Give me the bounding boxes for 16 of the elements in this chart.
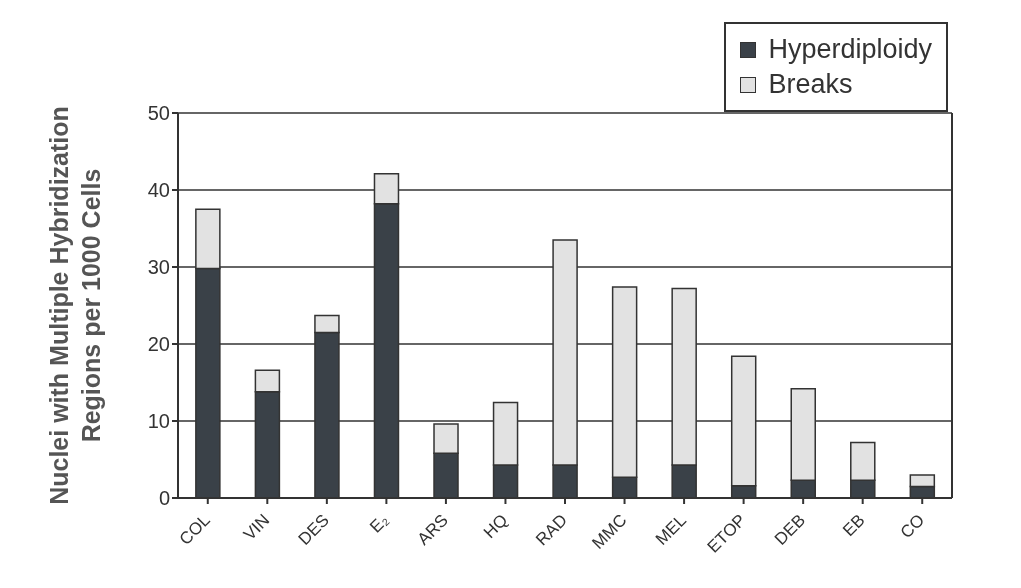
y-tick-label: 40 xyxy=(147,179,170,202)
y-tick-label: 20 xyxy=(147,333,170,356)
legend-label: Breaks xyxy=(768,69,853,100)
x-tick-label: E₂ xyxy=(366,510,393,537)
y-tick-label: 0 xyxy=(158,487,170,510)
y-tick-label: 50 xyxy=(147,102,170,125)
y-axis-title: Nuclei with Multiple Hybridization Regions per 1000 Cells xyxy=(45,106,105,505)
x-tick-label: COL xyxy=(175,510,214,549)
x-tick-label: MEL xyxy=(651,510,691,549)
x-tick-label: EB xyxy=(839,510,869,541)
x-tick-label: HQ xyxy=(479,510,512,543)
x-tick-label: VIN xyxy=(239,510,274,545)
legend-label: Hyperdiploidy xyxy=(768,34,932,65)
x-tick-label: CO xyxy=(896,510,929,543)
y-tick-label: 10 xyxy=(147,410,170,433)
y-tick-label: 30 xyxy=(147,256,170,279)
